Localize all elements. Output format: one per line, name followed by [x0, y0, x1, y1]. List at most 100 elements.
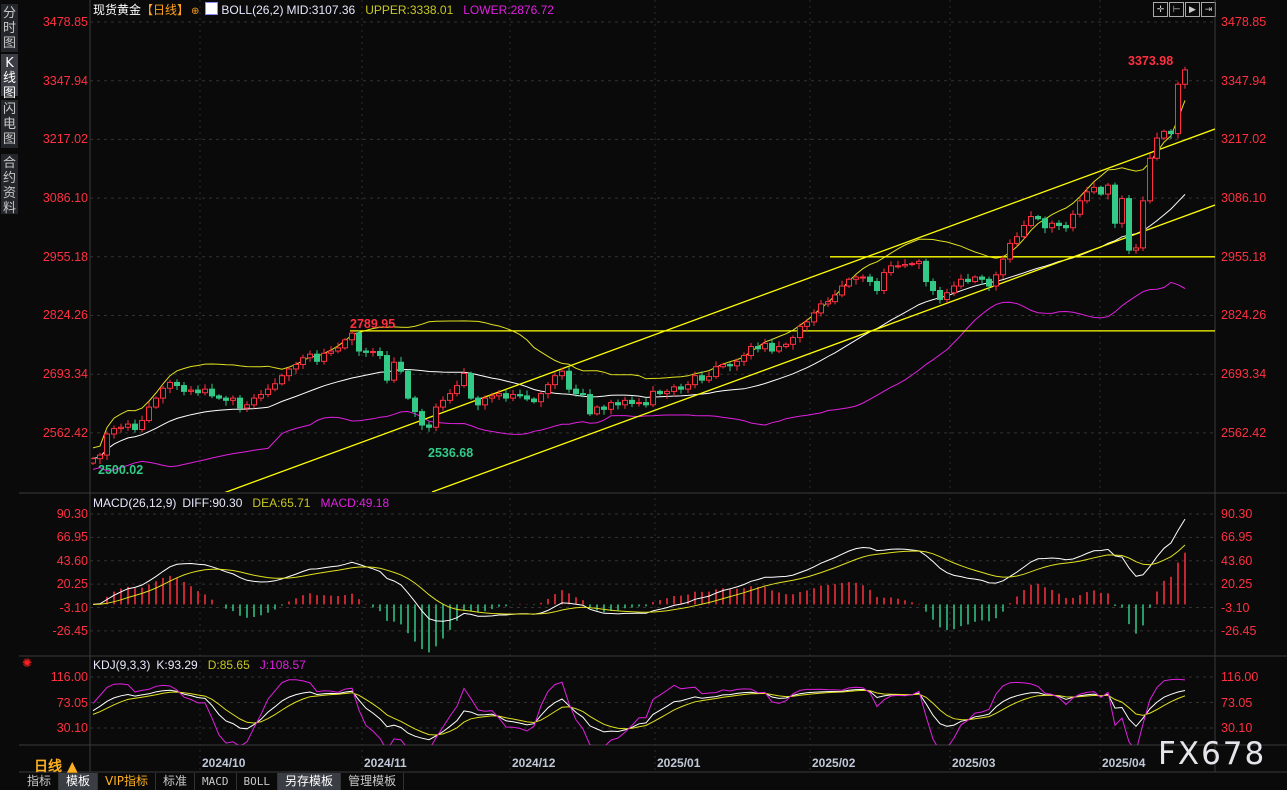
bottom-tab-vip指标[interactable]: VIP指标	[98, 773, 157, 790]
macd-diff-line	[92, 518, 1186, 622]
sidebar-tab-2[interactable]: 闪电图	[1, 100, 18, 148]
sidebar-tab-3[interactable]: 合约资料	[1, 154, 18, 216]
candle-body	[1154, 137, 1160, 159]
candle-body	[321, 352, 327, 362]
crosshair-icon[interactable]: ✛	[1153, 2, 1168, 17]
candle-body	[909, 263, 915, 266]
candle	[895, 260, 901, 269]
bottom-tab-macd[interactable]: MACD	[195, 773, 237, 790]
price-axis-label-left: 2955.18	[42, 249, 88, 264]
bottom-tab-标准[interactable]: 标准	[156, 773, 196, 790]
candle	[1091, 181, 1097, 195]
price-axis-label-left: 3347.94	[42, 73, 88, 88]
price-axis-label-right: 2955.18	[1221, 249, 1267, 264]
candle	[657, 389, 663, 396]
candle	[1154, 132, 1160, 161]
candle	[888, 261, 894, 276]
candle	[370, 347, 376, 357]
candle-body	[223, 397, 229, 401]
candle-body	[1070, 213, 1076, 229]
candle-body	[167, 381, 173, 389]
candle-body	[965, 278, 971, 283]
macd-axis-label-right: 43.60	[1221, 553, 1253, 568]
candle	[356, 330, 362, 356]
candle-body	[1119, 198, 1125, 224]
boll-indicator-name[interactable]: BOLL(26,2)	[221, 3, 284, 17]
bottom-tab-模板[interactable]: 模板	[59, 773, 99, 790]
macd-axis-label-right: -3.10	[1221, 600, 1250, 615]
candle	[573, 384, 579, 397]
bottom-tab-boll[interactable]: BOLL	[237, 773, 279, 790]
candle	[979, 274, 985, 285]
candle	[713, 361, 719, 379]
candle	[209, 383, 215, 399]
candle	[741, 352, 747, 366]
candle-body	[237, 397, 243, 409]
candle-body	[279, 375, 285, 385]
indicator-chart-icon[interactable]	[205, 2, 219, 15]
candle-body	[209, 388, 215, 397]
candle	[972, 275, 978, 284]
zoom-to-start-icon[interactable]: ⊢	[1169, 2, 1184, 17]
sidebar-tab-1[interactable]: K线图	[1, 54, 18, 101]
candle-body	[216, 395, 222, 399]
date-tick-label: 2025/02	[812, 756, 856, 770]
candle-body	[818, 303, 824, 314]
candle	[258, 390, 264, 402]
candle-body	[405, 370, 411, 399]
candle-body	[377, 350, 383, 357]
candle-body	[979, 276, 985, 280]
candle-body	[293, 363, 299, 370]
candle	[342, 338, 348, 350]
date-tick-label: 2025/04	[1102, 756, 1146, 770]
candle	[1084, 186, 1090, 204]
candle-body	[1014, 236, 1020, 244]
candle-body	[125, 423, 131, 428]
candle-body	[629, 399, 635, 404]
candle	[97, 452, 103, 465]
candle	[349, 330, 355, 346]
macd-axis-label-right: 20.25	[1221, 577, 1253, 592]
kdj-indicator-name[interactable]: KDJ(9,3,3)	[93, 658, 151, 672]
candle	[174, 379, 180, 391]
candle-body	[685, 384, 691, 390]
candle-body	[433, 406, 439, 428]
lower-channel-trendline	[431, 204, 1215, 492]
period-selector[interactable]: 日线 ▲	[34, 759, 78, 775]
candle	[769, 338, 775, 354]
candle-body	[335, 347, 341, 352]
candle-body	[748, 346, 754, 357]
price-axis-label-right: 2562.42	[1221, 425, 1267, 440]
kdj-axis-label-right: 30.10	[1221, 721, 1253, 735]
candle-body	[1133, 247, 1139, 251]
bottom-tab-指标[interactable]: 指标	[20, 773, 60, 790]
play-forward-icon[interactable]: ▶	[1185, 2, 1200, 17]
candle-body	[552, 375, 558, 386]
candle-body	[664, 390, 670, 395]
candle	[755, 342, 761, 353]
candle	[916, 259, 922, 269]
macd-pane	[92, 518, 1186, 653]
boll-lower-value: LOWER:2876.72	[463, 3, 554, 17]
candle	[293, 361, 299, 374]
settings-circle-icon[interactable]: ⊕	[191, 6, 200, 17]
sun-icon[interactable]: ✺	[22, 656, 33, 670]
candle	[944, 288, 950, 304]
candle	[1105, 182, 1111, 200]
bottom-tab-管理模板[interactable]: 管理模板	[341, 773, 405, 790]
candle-body	[811, 312, 817, 323]
sidebar-tab-0[interactable]: 分时图	[1, 4, 18, 52]
macd-indicator-name[interactable]: MACD(26,12,9)	[93, 496, 177, 510]
candle-body	[573, 388, 579, 395]
date-tick-label: 2025/01	[657, 756, 701, 770]
candle	[1147, 153, 1153, 204]
candle-body	[566, 370, 572, 390]
candle-body	[461, 372, 467, 387]
kdj-axis-label-left: 30.10	[56, 721, 88, 735]
candle	[853, 274, 859, 285]
candle-body	[1182, 69, 1188, 85]
bottom-tab-另存模板[interactable]: 另存模板	[278, 773, 342, 790]
candle	[104, 431, 110, 460]
candle	[132, 419, 138, 433]
